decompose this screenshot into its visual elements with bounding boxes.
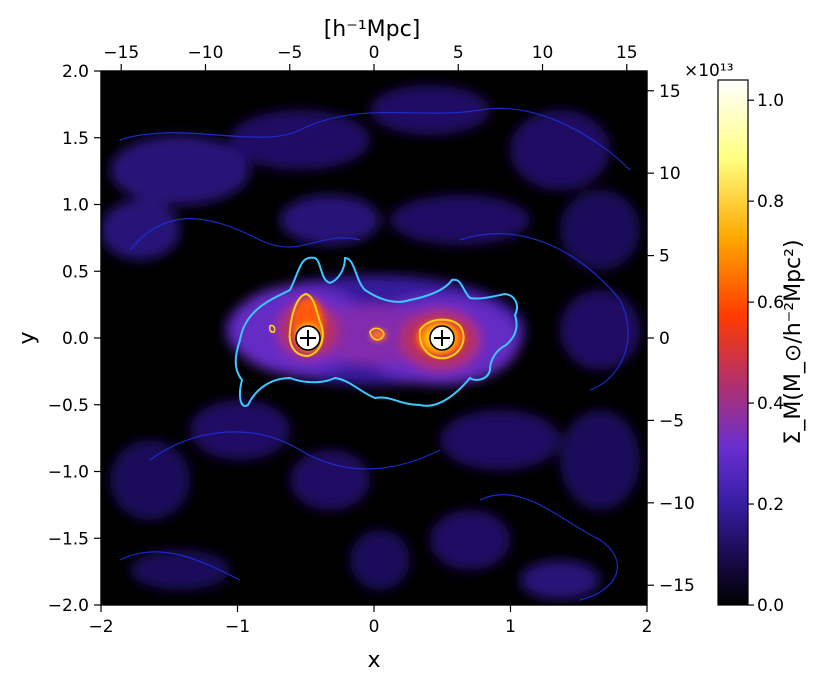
colorbar-axis: 0.0 0.2 0.4 0.6 0.8 1.0: [748, 91, 784, 616]
contour-yellow-left: [288, 292, 324, 358]
y-tick-label: 0.0: [62, 329, 89, 349]
colorbar: [717, 79, 749, 606]
contour-cyan: [234, 256, 518, 407]
right-tick-label: 5: [659, 247, 670, 267]
top-tick-label: 5: [453, 43, 464, 63]
contour-yellow-right: [418, 318, 465, 360]
y-tick-label: 0.5: [62, 262, 89, 282]
top-tick-label: 10: [532, 43, 554, 63]
y-tick-label: −0.5: [48, 396, 89, 416]
top-tick-label: −5: [277, 43, 302, 63]
right-tick-label: −15: [659, 576, 695, 596]
x-tick-label: 0: [369, 617, 380, 637]
x-tick-label: −1: [225, 617, 250, 637]
top-tick-label: 15: [616, 43, 638, 63]
peak-marker-right: [429, 325, 455, 351]
top-tick-label: −15: [103, 43, 139, 63]
top-tick-label: 0: [369, 43, 380, 63]
y-tick-label: 2.0: [62, 62, 89, 82]
y-tick-label: −1.5: [48, 529, 89, 549]
colorbar-tick-label: 0.6: [757, 293, 784, 313]
right-tick-label: −10: [659, 494, 695, 514]
y-axis-title: y: [15, 331, 40, 344]
y-axis-left: −2.0 −1.5 −1.0 −0.5 0.0 0.5 1.0 1.5 2.0: [48, 62, 101, 616]
x-axis-title: x: [367, 648, 380, 673]
peak-marker-left: [295, 325, 321, 351]
right-tick-label: 0: [659, 329, 670, 349]
y-tick-label: −2.0: [48, 596, 89, 616]
x-axis-top: −15 −10 −5 0 5 10 15: [103, 43, 638, 71]
y-tick-label: 1.5: [62, 129, 89, 149]
x-axis-bottom: −2 −1 0 1 2: [88, 605, 652, 637]
colorbar-tick-label: 0.2: [757, 495, 784, 515]
colorbar-multiplier: ×10¹³: [684, 61, 734, 81]
colorbar-tick-label: 1.0: [757, 91, 784, 111]
top-tick-label: −10: [188, 43, 224, 63]
x-tick-label: −2: [88, 617, 113, 637]
y-axis-right: −15 −10 −5 0 5 10 15: [647, 82, 695, 596]
colorbar-title: Σ_M(M_⊙/h⁻²Mpc²): [781, 239, 806, 444]
colorbar-tick-label: 0.4: [757, 394, 784, 414]
colorbar-tick-label: 0.8: [757, 192, 784, 212]
right-tick-label: −5: [659, 411, 684, 431]
colorbar-tick-label: 0.0: [757, 596, 784, 616]
x-tick-label: 2: [642, 617, 653, 637]
heatmap: [101, 71, 647, 605]
y-tick-label: 1.0: [62, 196, 89, 216]
right-tick-label: 15: [659, 82, 681, 102]
y-tick-label: −1.0: [48, 463, 89, 483]
right-tick-label: 10: [659, 164, 681, 184]
x-tick-label: 1: [505, 617, 516, 637]
top-axis-title: [h⁻¹Mpc]: [324, 17, 421, 42]
